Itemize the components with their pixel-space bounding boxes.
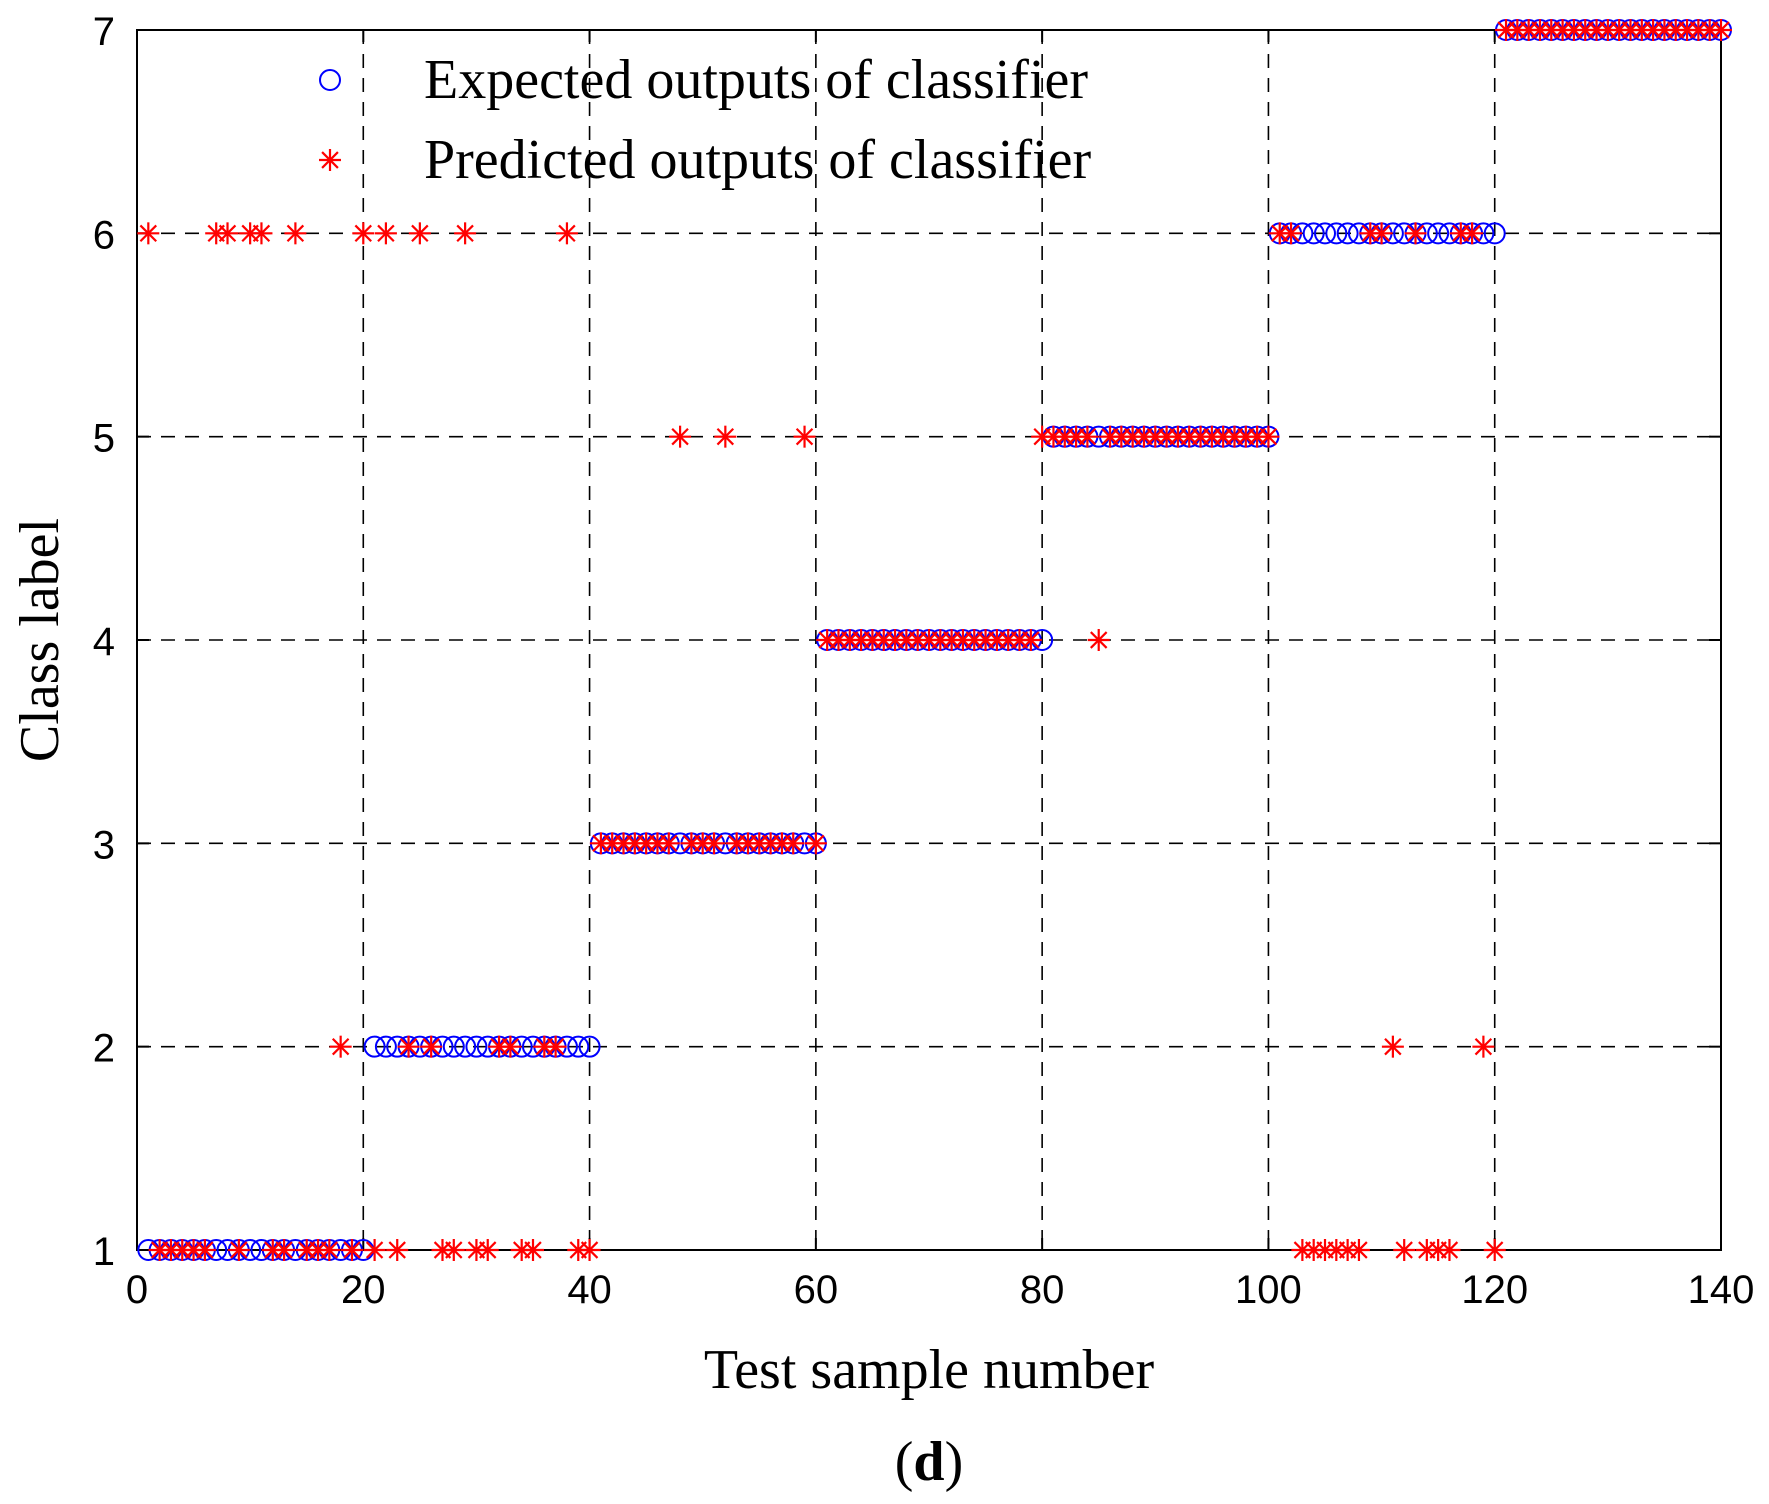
predicted-point bbox=[454, 222, 477, 245]
predicted-point bbox=[1076, 425, 1099, 448]
predicted-point bbox=[250, 222, 273, 245]
expected-point bbox=[1314, 222, 1336, 245]
y-tick-label: 1 bbox=[93, 1230, 115, 1274]
y-tick-label: 4 bbox=[93, 620, 115, 664]
x-tick-label: 100 bbox=[1235, 1268, 1302, 1312]
predicted-point bbox=[782, 832, 805, 855]
expected-point bbox=[1336, 222, 1359, 245]
x-tick-label: 140 bbox=[1688, 1268, 1755, 1312]
predicted-point bbox=[703, 832, 726, 855]
predicted-point bbox=[216, 222, 239, 245]
predicted-point bbox=[340, 1239, 363, 1261]
expected-point bbox=[374, 1035, 397, 1058]
predicted-point bbox=[420, 1035, 443, 1058]
expected-point bbox=[442, 1035, 465, 1058]
x-axis-label: Test sample number bbox=[704, 1339, 1155, 1401]
predicted-point bbox=[227, 1239, 250, 1261]
predicted-point bbox=[284, 222, 307, 245]
expected-point bbox=[578, 1035, 601, 1058]
predicted-point bbox=[442, 1239, 465, 1261]
predicted-point bbox=[804, 832, 827, 855]
y-axis-label: Class label bbox=[9, 518, 71, 762]
y-tick-label: 5 bbox=[93, 417, 115, 461]
predicted-point bbox=[1019, 629, 1042, 651]
predicted-point bbox=[476, 1239, 499, 1261]
expected-point bbox=[363, 1035, 386, 1058]
legend-marker-expected bbox=[319, 69, 341, 91]
predicted-point bbox=[1404, 222, 1427, 245]
y-tick-label: 6 bbox=[93, 213, 115, 257]
data-series bbox=[137, 19, 1732, 1261]
predicted-point bbox=[1381, 1035, 1404, 1058]
legend-label-expected: Expected outputs of classifier bbox=[424, 49, 1088, 111]
expected-point bbox=[1427, 222, 1450, 245]
expected-point bbox=[1325, 222, 1348, 245]
figure-caption: (d) bbox=[895, 1431, 963, 1493]
predicted-point bbox=[1370, 222, 1393, 245]
x-tick-label: 60 bbox=[794, 1268, 839, 1312]
y-tick-label: 7 bbox=[93, 10, 115, 54]
predicted-point bbox=[1461, 222, 1484, 245]
predicted-point bbox=[793, 425, 816, 448]
expected-point bbox=[567, 1035, 590, 1058]
predicted-point bbox=[1257, 425, 1280, 448]
predicted-point bbox=[374, 222, 397, 245]
predicted-point bbox=[578, 1239, 601, 1261]
expected-point bbox=[465, 1035, 488, 1058]
y-tick-label: 2 bbox=[93, 1027, 115, 1071]
predicted-point bbox=[273, 1239, 296, 1261]
axis-ticks: 0 20 40 60 80 100 120 140 1 2 3 4 5 6 7 bbox=[93, 10, 1755, 1312]
caption-close-paren: ) bbox=[945, 1431, 964, 1493]
predicted-point bbox=[1347, 1239, 1370, 1261]
predicted-point bbox=[1710, 19, 1732, 41]
predicted-point bbox=[397, 1035, 420, 1058]
predicted-point bbox=[714, 425, 737, 448]
x-tick-label: 120 bbox=[1461, 1268, 1528, 1312]
predicted-point bbox=[1472, 1035, 1495, 1058]
predicted-point bbox=[669, 425, 692, 448]
predicted-point bbox=[408, 222, 431, 245]
legend: Expected outputs of classifier Predicted… bbox=[319, 49, 1092, 191]
predicted-point bbox=[544, 1035, 567, 1058]
predicted-point bbox=[386, 1239, 409, 1261]
x-tick-label: 40 bbox=[567, 1268, 612, 1312]
predicted-point bbox=[1087, 629, 1110, 651]
predicted-point bbox=[1393, 1239, 1416, 1261]
predicted-point bbox=[363, 1239, 386, 1261]
expected-point bbox=[454, 1035, 477, 1058]
y-tick-label: 3 bbox=[93, 823, 115, 867]
predicted-point bbox=[193, 1239, 216, 1261]
x-tick-label: 20 bbox=[341, 1268, 386, 1312]
legend-asterisk bbox=[319, 149, 341, 171]
predicted-point bbox=[1483, 1239, 1506, 1261]
predicted-point bbox=[499, 1035, 522, 1058]
predicted-point bbox=[555, 222, 578, 245]
predicted-point bbox=[318, 1239, 341, 1261]
predicted-point bbox=[1280, 222, 1303, 245]
expected-point bbox=[1302, 222, 1325, 245]
caption-letter: d bbox=[913, 1431, 944, 1493]
predicted-point bbox=[352, 222, 375, 245]
x-tick-label: 0 bbox=[126, 1268, 148, 1312]
series-predicted bbox=[137, 19, 1732, 1261]
predicted-point bbox=[657, 832, 680, 855]
caption-open-paren: ( bbox=[895, 1431, 914, 1493]
predicted-point bbox=[1438, 1239, 1461, 1261]
expected-point bbox=[1483, 222, 1506, 245]
legend-marker-predicted bbox=[319, 149, 341, 171]
predicted-point bbox=[137, 222, 160, 245]
legend-label-predicted: Predicted outputs of classifier bbox=[424, 129, 1092, 191]
x-tick-label: 80 bbox=[1020, 1268, 1065, 1312]
predicted-point bbox=[522, 1239, 544, 1261]
predicted-point bbox=[329, 1035, 352, 1058]
